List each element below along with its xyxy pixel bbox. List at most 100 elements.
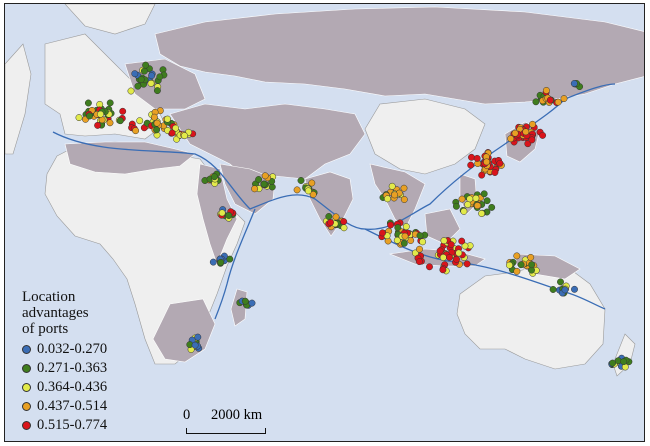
- land-europe-west: [44, 33, 166, 140]
- port-dot: [147, 79, 155, 87]
- port-dot: [132, 127, 140, 135]
- port-dot: [134, 82, 142, 90]
- port-dot: [136, 117, 144, 125]
- port-dot: [148, 72, 156, 80]
- port-dot: [511, 129, 519, 137]
- port-dot: [620, 358, 628, 366]
- port-dot: [387, 221, 395, 229]
- port-dot: [458, 195, 466, 203]
- port-dot: [416, 245, 423, 253]
- port-dot: [546, 96, 554, 104]
- port-dot: [97, 110, 104, 118]
- port-dot: [304, 187, 312, 195]
- port-dot: [156, 73, 164, 81]
- port-dot: [517, 261, 525, 269]
- legend-swatch-5: [22, 421, 31, 430]
- port-dot: [463, 260, 471, 268]
- port-dot: [181, 132, 188, 140]
- land-north-america-edge: [5, 43, 32, 155]
- port-dot: [388, 182, 396, 190]
- land-russia: [154, 6, 644, 105]
- port-dot: [453, 255, 460, 263]
- port-dot: [458, 237, 466, 245]
- port-dot: [507, 135, 515, 143]
- map-canvas[interactable]: [5, 4, 645, 442]
- shipping-route-mediterranean-asia: [52, 83, 616, 230]
- shipping-route-java-sea: [364, 228, 606, 310]
- port-dot: [472, 194, 480, 202]
- port-dot: [480, 190, 488, 198]
- port-dot: [191, 341, 199, 349]
- port-dot: [153, 119, 161, 127]
- legend-item-4: 0.437-0.514: [22, 397, 107, 416]
- port-dot: [549, 286, 557, 293]
- port-dot: [527, 253, 535, 261]
- port-dot: [86, 112, 93, 120]
- legend-label-3: 0.364-0.436: [37, 379, 108, 395]
- port-dot: [394, 224, 402, 232]
- port-dot: [94, 121, 102, 129]
- port-dot: [401, 232, 409, 240]
- port-dot: [554, 98, 562, 106]
- legend-item-5: 0.515-0.774: [22, 416, 107, 435]
- port-dot: [327, 219, 334, 226]
- port-dot: [119, 107, 127, 115]
- port-dot: [153, 87, 161, 95]
- port-dot: [491, 169, 499, 176]
- legend-item-2: 0.271-0.363: [22, 359, 107, 378]
- land-east-africa: [196, 163, 238, 265]
- port-dot: [225, 212, 233, 219]
- port-dot: [153, 126, 161, 134]
- port-dot: [84, 99, 92, 107]
- legend-swatch-1: [22, 345, 31, 354]
- port-dot: [468, 153, 475, 161]
- port-dot: [325, 213, 333, 220]
- port-dot: [528, 136, 536, 144]
- legend: Location advantages of ports 0.032-0.270…: [22, 289, 107, 435]
- port-dot: [436, 247, 444, 255]
- port-dot: [483, 158, 491, 166]
- port-dot: [260, 180, 268, 188]
- port-dot: [440, 237, 448, 245]
- port-dot: [210, 173, 218, 181]
- port-dot: [426, 263, 433, 271]
- port-dot: [529, 120, 536, 128]
- port-dots-layer: [75, 61, 633, 371]
- port-dot: [446, 253, 453, 261]
- port-dot: [226, 255, 234, 263]
- port-dot: [137, 76, 145, 83]
- port-dot: [439, 266, 447, 274]
- port-dot: [539, 131, 547, 139]
- port-dot: [461, 242, 469, 250]
- port-dot: [419, 238, 427, 246]
- legend-label-5: 0.515-0.774: [37, 417, 108, 433]
- legend-label-2: 0.271-0.363: [37, 360, 108, 376]
- land-greenland: [64, 4, 156, 35]
- port-dot: [150, 113, 158, 121]
- legend-swatch-3: [22, 383, 31, 392]
- port-dot: [483, 197, 491, 205]
- port-dot: [384, 195, 391, 203]
- port-dot: [439, 254, 447, 261]
- port-dot: [464, 201, 472, 209]
- port-dot: [218, 209, 226, 217]
- port-dot: [340, 218, 348, 226]
- legend-swatch-4: [22, 402, 31, 411]
- port-dot: [513, 252, 521, 260]
- port-dot: [340, 224, 348, 232]
- scale-bar-line: [186, 428, 266, 434]
- port-dot: [379, 229, 386, 237]
- port-dot: [261, 172, 269, 180]
- port-dot: [106, 119, 114, 127]
- port-dot: [447, 241, 455, 249]
- land-china: [364, 98, 486, 175]
- land-arabia: [219, 163, 276, 215]
- port-dot: [217, 258, 225, 266]
- land-middle-east-central-asia: [169, 103, 366, 183]
- map-frame: [4, 3, 645, 442]
- port-dot: [116, 117, 124, 125]
- port-dot: [140, 67, 148, 75]
- port-dot: [142, 61, 150, 69]
- port-dot: [251, 185, 259, 193]
- port-dot: [467, 161, 475, 169]
